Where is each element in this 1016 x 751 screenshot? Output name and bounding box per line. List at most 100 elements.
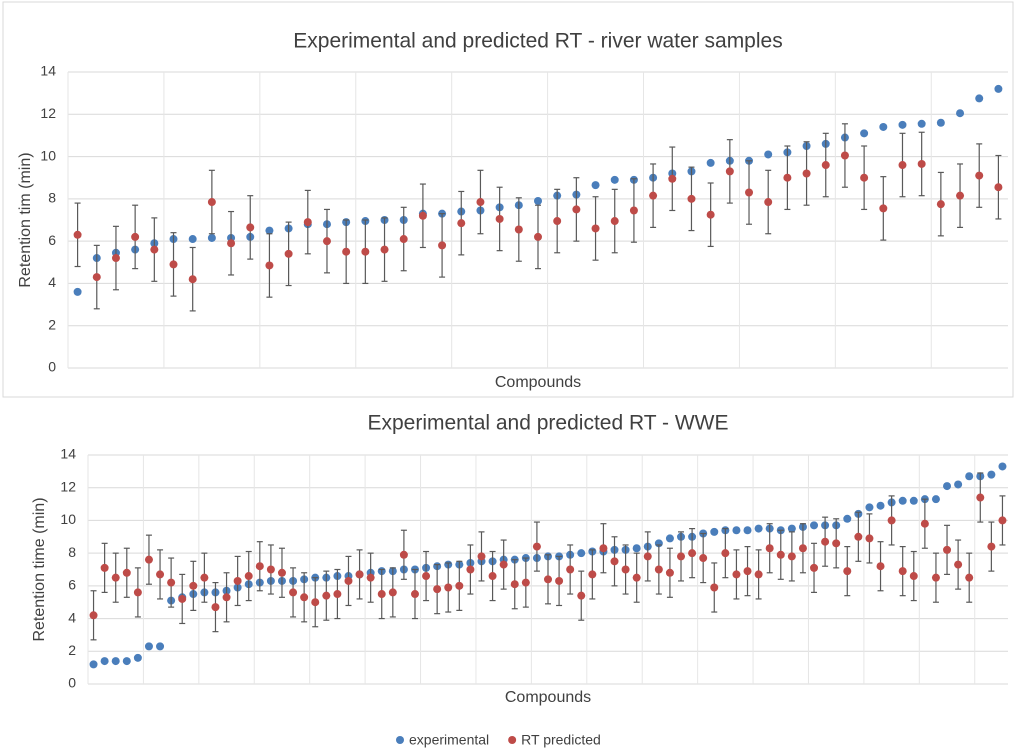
- point: [745, 188, 754, 197]
- point: [649, 191, 658, 200]
- point: [311, 598, 320, 607]
- point: [931, 573, 940, 582]
- point: [300, 593, 309, 602]
- y-tick-label: 2: [48, 316, 56, 332]
- y-tick-label: 6: [68, 577, 76, 593]
- point: [909, 572, 918, 581]
- point: [710, 583, 719, 592]
- point: [577, 549, 586, 558]
- point: [987, 470, 996, 479]
- point: [783, 173, 792, 182]
- legend-label: experimental: [409, 732, 489, 748]
- point: [898, 496, 907, 505]
- point: [265, 261, 274, 270]
- point: [322, 237, 331, 246]
- point: [577, 591, 586, 600]
- point: [476, 198, 485, 207]
- point: [521, 578, 530, 587]
- point: [255, 562, 264, 571]
- y-tick-label: 14: [40, 63, 56, 79]
- point: [444, 583, 453, 592]
- point: [787, 552, 796, 561]
- point: [73, 287, 82, 296]
- point: [100, 563, 109, 572]
- point: [418, 211, 427, 220]
- x-axis-title: Compounds: [505, 689, 591, 706]
- point: [610, 217, 619, 226]
- point: [956, 109, 965, 118]
- point: [743, 526, 752, 535]
- point: [588, 570, 597, 579]
- point: [399, 550, 408, 559]
- chart-title: Experimental and predicted RT - river wa…: [293, 30, 782, 53]
- point: [572, 205, 581, 214]
- point: [860, 129, 869, 138]
- point: [843, 514, 852, 523]
- point: [632, 573, 641, 582]
- point: [111, 657, 120, 666]
- point: [555, 576, 564, 585]
- point: [265, 226, 274, 235]
- y-tick-label: 12: [60, 478, 76, 494]
- point: [699, 554, 708, 563]
- point: [998, 462, 1007, 471]
- y-tick-label: 12: [40, 105, 56, 121]
- point: [994, 183, 1003, 192]
- point: [599, 544, 608, 553]
- point: [289, 588, 298, 597]
- point: [355, 570, 364, 579]
- point: [920, 519, 929, 528]
- point: [366, 573, 375, 582]
- point: [787, 524, 796, 533]
- point: [200, 573, 209, 582]
- point: [388, 588, 397, 597]
- point: [244, 572, 253, 581]
- point: [477, 552, 486, 561]
- point: [943, 545, 952, 554]
- point: [111, 254, 120, 263]
- point: [687, 194, 696, 203]
- point: [591, 181, 600, 190]
- point: [495, 214, 504, 223]
- y-axis-title: Retention time (min): [31, 497, 48, 641]
- point: [92, 273, 101, 282]
- point: [455, 581, 464, 590]
- point: [665, 534, 674, 543]
- point: [710, 527, 719, 536]
- point: [499, 560, 508, 569]
- point: [706, 158, 715, 167]
- point: [131, 232, 140, 241]
- point: [665, 568, 674, 577]
- y-axis-title: Retention tim (min): [17, 152, 34, 287]
- y-tick-label: 0: [48, 359, 56, 375]
- point: [361, 247, 370, 256]
- point: [706, 210, 715, 219]
- point: [532, 542, 541, 551]
- point: [998, 516, 1007, 525]
- point: [860, 173, 869, 182]
- point: [156, 642, 165, 651]
- point: [100, 657, 109, 666]
- point: [764, 198, 773, 207]
- point: [898, 567, 907, 576]
- point: [975, 94, 984, 103]
- point: [566, 565, 575, 574]
- chart-frame: [2, 1, 1014, 398]
- point: [688, 549, 697, 558]
- point: [466, 565, 475, 574]
- point: [677, 552, 686, 561]
- point: [284, 249, 293, 258]
- point: [233, 576, 242, 585]
- point: [821, 537, 830, 546]
- point: [514, 225, 523, 234]
- y-tick-label: 10: [60, 511, 76, 527]
- y-tick-label: 14: [60, 446, 76, 462]
- y-tick-label: 10: [40, 147, 56, 163]
- point: [169, 260, 178, 269]
- point: [936, 118, 945, 127]
- point: [632, 544, 641, 553]
- point: [976, 493, 985, 502]
- point: [743, 567, 752, 576]
- point: [156, 570, 165, 579]
